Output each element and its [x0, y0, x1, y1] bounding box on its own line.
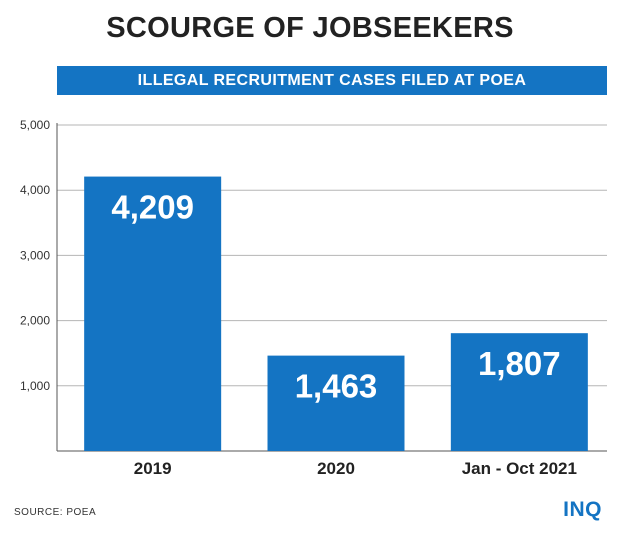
- x-tick-label: 2019: [134, 459, 172, 478]
- bar-value-label: 1,807: [478, 345, 561, 382]
- bar-value-label: 4,209: [111, 189, 194, 226]
- x-tick-label: Jan - Oct 2021: [462, 459, 577, 478]
- y-tick-label: 5,000: [20, 118, 50, 132]
- subtitle-banner: ILLEGAL RECRUITMENT CASES FILED AT POEA: [57, 66, 607, 95]
- chart-title: SCOURGE OF JOBSEEKERS: [106, 12, 514, 44]
- bar: [84, 176, 222, 452]
- bar: [450, 333, 588, 451]
- inq-logo: INQ: [563, 498, 602, 521]
- source-note: SOURCE: POEA: [14, 507, 97, 518]
- y-tick-label: 1,000: [20, 379, 50, 393]
- bar-value-label: 1,463: [295, 368, 378, 405]
- y-tick-label: 2,000: [20, 314, 50, 328]
- y-tick-label: 4,000: [20, 183, 50, 197]
- y-tick-label: 3,000: [20, 248, 50, 262]
- x-tick-label: 2020: [317, 459, 355, 478]
- bar: [267, 355, 405, 451]
- subtitle-text: ILLEGAL RECRUITMENT CASES FILED AT POEA: [137, 71, 527, 89]
